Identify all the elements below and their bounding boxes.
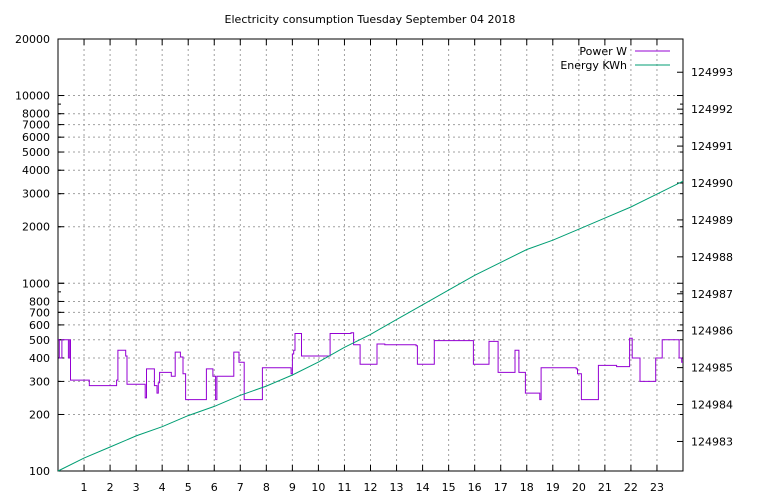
x-tick-label: 17	[494, 481, 508, 494]
x-tick-label: 2	[107, 481, 114, 494]
x-tick-label: 16	[468, 481, 482, 494]
y-tick-label: 400	[29, 352, 50, 365]
y2-tick-label: 124986	[691, 325, 733, 338]
y-tick-label: 10000	[15, 90, 50, 103]
x-tick-label: 1	[81, 481, 88, 494]
x-tick-label: 15	[442, 481, 456, 494]
series-layer	[57, 180, 684, 472]
y-tick-label: 7000	[22, 119, 50, 132]
legend-label-power-w: Power W	[579, 45, 627, 58]
y2-tick-label: 124992	[691, 103, 733, 116]
grid	[58, 39, 683, 471]
y2-tick-label: 124993	[691, 66, 733, 79]
x-tick-label: 3	[133, 481, 140, 494]
x-tick-label: 13	[390, 481, 404, 494]
x-tick-label: 23	[650, 481, 664, 494]
y-tick-label: 8000	[22, 108, 50, 121]
y2-tick-label: 124990	[691, 177, 733, 190]
y-tick-label: 6000	[22, 131, 50, 144]
x-tick-label: 10	[311, 481, 325, 494]
y-tick-label: 20000	[15, 33, 50, 46]
x-tick-label: 11	[337, 481, 351, 494]
y-tick-label: 5000	[22, 146, 50, 159]
y-tick-label: 200	[29, 408, 50, 421]
x-tick-label: 5	[185, 481, 192, 494]
x-tick-label: 19	[546, 481, 560, 494]
y2-tick-label: 124991	[691, 140, 733, 153]
y2-tick-label: 124989	[691, 214, 733, 227]
x-tick-label: 4	[159, 481, 166, 494]
y2-tick-label: 124984	[691, 399, 733, 412]
y-tick-label: 600	[29, 319, 50, 332]
x-tick-label: 8	[263, 481, 270, 494]
x-tick-label: 9	[289, 481, 296, 494]
x-tick-label: 14	[416, 481, 430, 494]
x-tick-label: 20	[572, 481, 586, 494]
y-tick-label: 1000	[22, 277, 50, 290]
y-tick-label: 300	[29, 375, 50, 388]
series-line-power-w	[58, 332, 683, 401]
y2-tick-label: 124983	[691, 435, 733, 448]
y-tick-label: 700	[29, 306, 50, 319]
plot-frame	[57, 38, 684, 472]
y-tick-label: 100	[29, 465, 50, 478]
x-tick-label: 21	[598, 481, 612, 494]
y-tick-label: 500	[29, 334, 50, 347]
axes: 1 2 3 4 5 6 7 8 9 10 11 12 13 14 15 16 17 18 19 20 21 22 23100…	[15, 33, 733, 494]
y2-tick-label: 124988	[691, 251, 733, 264]
x-tick-label: 6	[211, 481, 218, 494]
y-tick-label: 4000	[22, 164, 50, 177]
x-tick-label: 22	[624, 481, 638, 494]
y2-tick-label: 124987	[691, 288, 733, 301]
chart-title: Electricity consumption Tuesday Septembe…	[225, 13, 516, 26]
y-tick-label: 3000	[22, 188, 50, 201]
legend-label-energy-kwh: Energy KWh	[560, 59, 627, 72]
x-tick-label: 7	[237, 481, 244, 494]
y2-tick-label: 124985	[691, 362, 733, 375]
y-tick-label: 800	[29, 295, 50, 308]
series-line-energy-kwh	[57, 180, 684, 472]
y-tick-label: 2000	[22, 221, 50, 234]
x-tick-label: 18	[520, 481, 534, 494]
x-tick-label: 12	[364, 481, 378, 494]
